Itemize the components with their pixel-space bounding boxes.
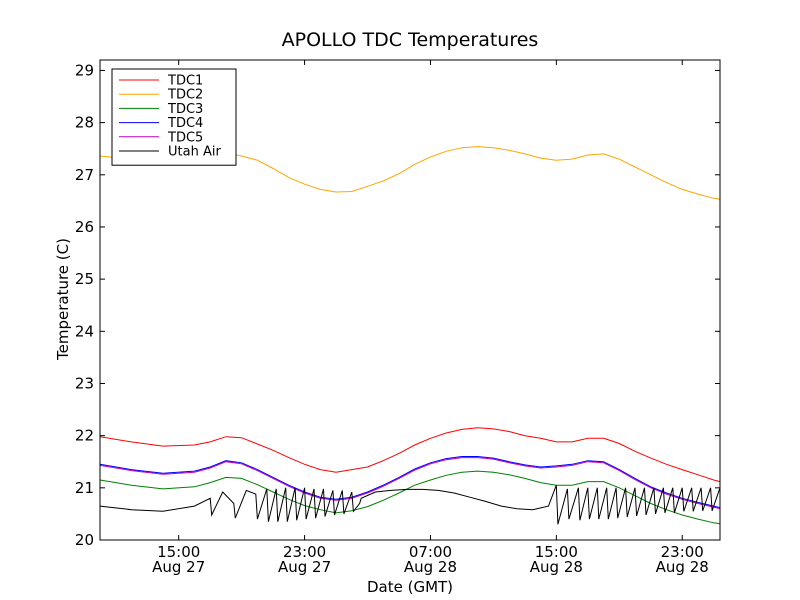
- y-tick-label: 26: [75, 218, 94, 236]
- x-tick-label-time: 15:00: [535, 543, 578, 561]
- x-tick-label-time: 23:00: [661, 543, 704, 561]
- series-line-tdc5: [99, 457, 721, 510]
- legend-label: TDC2: [167, 88, 203, 103]
- series-line-tdc1: [99, 427, 721, 483]
- y-tick-label: 29: [75, 61, 94, 79]
- x-axis-label: Date (GMT): [367, 578, 453, 596]
- y-tick-label: 25: [75, 270, 94, 288]
- series-line-tdc4: [99, 456, 721, 509]
- x-tick-label-date: Aug 28: [404, 558, 457, 576]
- x-tick-label-date: Aug 27: [152, 558, 205, 576]
- y-tick-label: 22: [75, 427, 94, 445]
- y-tick-label: 24: [75, 322, 94, 340]
- legend-label: TDC5: [167, 130, 203, 145]
- y-tick-label: 23: [75, 374, 94, 392]
- x-tick-label-time: 15:00: [157, 543, 200, 561]
- x-tick-label-time: 23:00: [283, 543, 326, 561]
- x-tick-label-time: 07:00: [409, 543, 452, 561]
- series-line-utah-air: [99, 485, 721, 525]
- x-tick-label-date: Aug 28: [656, 558, 709, 576]
- chart-title: APOLLO TDC Temperatures: [282, 29, 539, 51]
- x-tick-label-date: Aug 27: [278, 558, 331, 576]
- legend-label: Utah Air: [168, 145, 221, 160]
- y-axis-label: Temperature (C): [54, 238, 72, 361]
- y-tick-label: 27: [75, 166, 94, 184]
- series-line-tdc2: [99, 146, 721, 200]
- plot-frame: [99, 59, 721, 541]
- series-line-tdc3: [99, 470, 721, 525]
- y-tick-label: 28: [75, 114, 94, 132]
- legend-box: [111, 68, 237, 166]
- legend-label: TDC3: [167, 102, 203, 117]
- legend-label: TDC1: [167, 74, 203, 89]
- legend-label: TDC4: [167, 116, 203, 131]
- y-tick-label: 21: [75, 479, 94, 497]
- y-tick-label: 20: [75, 531, 94, 549]
- x-tick-label-date: Aug 28: [530, 558, 583, 576]
- series-layer: [99, 146, 721, 525]
